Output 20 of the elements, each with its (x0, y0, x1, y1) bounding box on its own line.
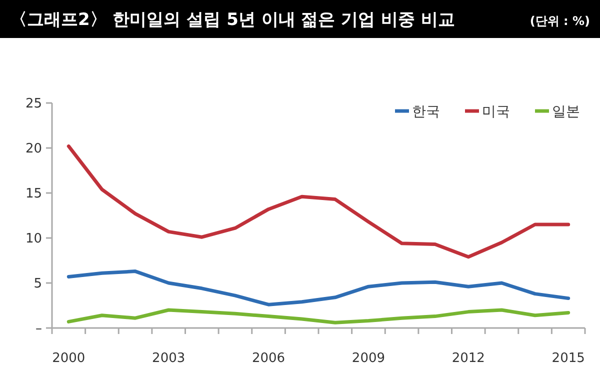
line-series (66, 144, 570, 259)
x-tick-label: 2012 (452, 351, 485, 366)
chart-title: 〈그래프2〉 한미일의 설립 5년 이내 젊은 기업 비중 비교 (10, 10, 456, 30)
x-tick-label: 2009 (352, 351, 386, 366)
x-tick-label: 2000 (52, 351, 86, 366)
legend-label: 일본 (552, 104, 580, 120)
x-tick-label: 2015 (552, 351, 585, 366)
y-tick-label: 10 (25, 232, 42, 247)
y-tick-label: 20 (25, 142, 42, 157)
y-tick-label: 25 (25, 96, 42, 112)
legend-label: 한국 (412, 104, 440, 120)
text: (단위 : %) (530, 14, 590, 28)
y-tick-label: – (36, 322, 42, 337)
x-tick-label: 2006 (252, 351, 286, 366)
legend-label: 미국 (482, 104, 510, 120)
y-tick-label: 5 (34, 276, 42, 292)
line-series (66, 270, 570, 306)
x-tick-label: 2003 (152, 351, 186, 366)
y-tick-label: 15 (25, 186, 42, 202)
line-series (66, 308, 570, 324)
